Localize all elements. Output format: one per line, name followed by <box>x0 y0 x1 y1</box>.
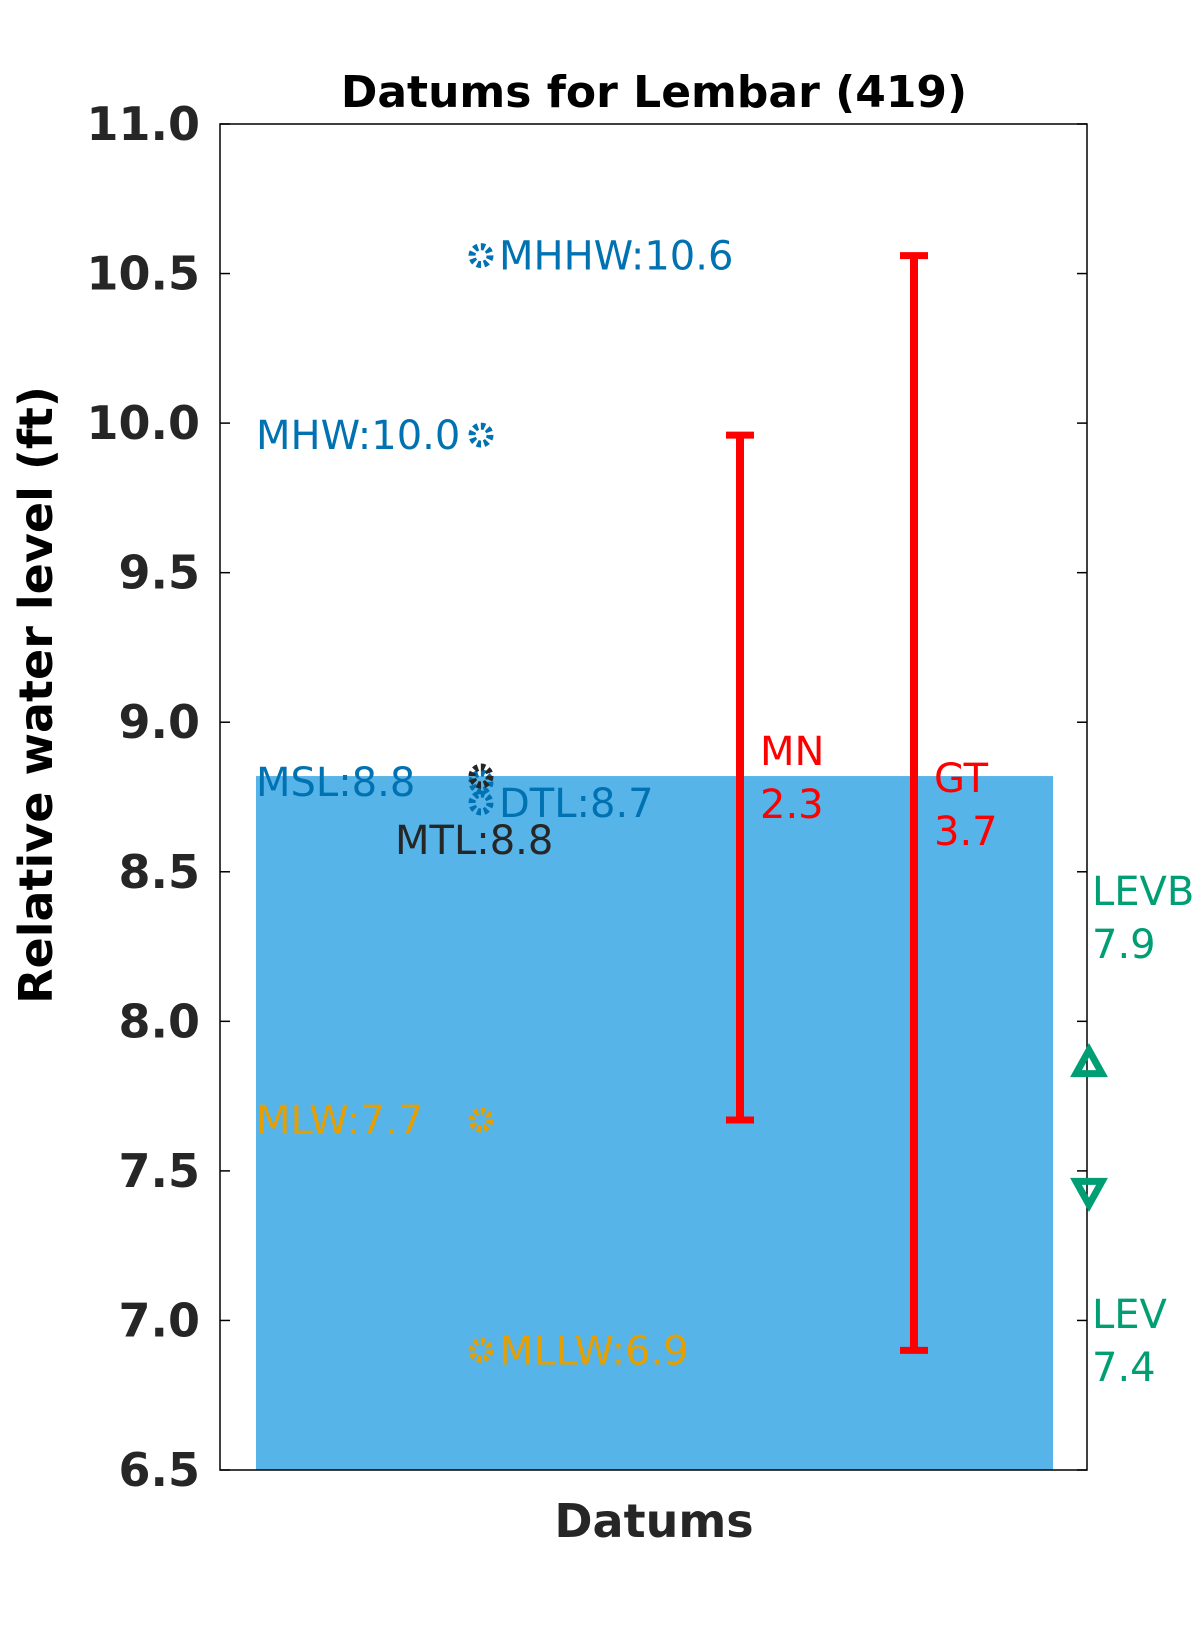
y-tick-label: 9.0 <box>119 695 201 749</box>
datum-marker-mllw <box>468 1337 494 1363</box>
datum-label-mllw: MLLW:6.9 <box>499 1328 689 1374</box>
datum-label-dtl: DTL:8.7 <box>499 781 654 827</box>
datum-marker-mtl <box>468 763 494 789</box>
datum-marker-mhhw <box>468 243 494 269</box>
range-value-mn: 2.3 <box>760 782 824 828</box>
y-tick-label: 6.5 <box>119 1443 201 1497</box>
extreme-value-lev: 7.4 <box>1092 1345 1156 1391</box>
extreme-marker-levb <box>1070 1043 1108 1078</box>
y-tick-label: 8.5 <box>119 845 201 899</box>
datum-label-mlw: MLW:7.7 <box>256 1098 423 1144</box>
extreme-label-levb: LEVB <box>1092 869 1194 915</box>
datum-marker-mlw <box>468 1107 494 1133</box>
datum-label-mhw: MHW:10.0 <box>256 413 460 459</box>
axes-frame <box>219 123 1088 1471</box>
y-tick-label: 10.5 <box>87 247 201 301</box>
datum-label-mtl: MTL:8.8 <box>395 818 553 864</box>
y-tick-label: 7.5 <box>119 1144 201 1198</box>
datum-marker-mhw <box>468 422 494 448</box>
water-level-fill <box>256 776 1053 1470</box>
y-tick-label: 11.0 <box>87 97 201 151</box>
y-axis-label: Relative water level (ft) <box>9 386 63 1004</box>
extreme-marker-lev <box>1070 1177 1108 1213</box>
x-axis-label: Datums <box>554 1494 753 1548</box>
datum-marker-dtl <box>468 790 494 816</box>
extreme-value-levb: 7.9 <box>1092 922 1156 968</box>
y-tick-label: 7.0 <box>119 1293 201 1347</box>
y-axis-ticks: 6.5 7.0 7.5 8.0 8.5 9.0 9.5 10.0 10.5 11.0 <box>87 97 1087 1497</box>
range-label-gt: GT <box>934 756 989 802</box>
y-tick-label: 8.0 <box>119 994 201 1048</box>
y-tick-label: 10.0 <box>87 396 201 450</box>
range-value-gt: 3.7 <box>934 809 998 855</box>
y-tick-label: 9.5 <box>119 546 201 600</box>
extreme-label-lev: LEV <box>1092 1292 1168 1338</box>
datum-label-msl: MSL:8.8 <box>256 760 415 806</box>
range-label-mn: MN <box>760 729 824 775</box>
datum-label-mhhw: MHHW:10.6 <box>499 234 733 280</box>
chart-title: Datums for Lembar (419) <box>341 67 967 118</box>
